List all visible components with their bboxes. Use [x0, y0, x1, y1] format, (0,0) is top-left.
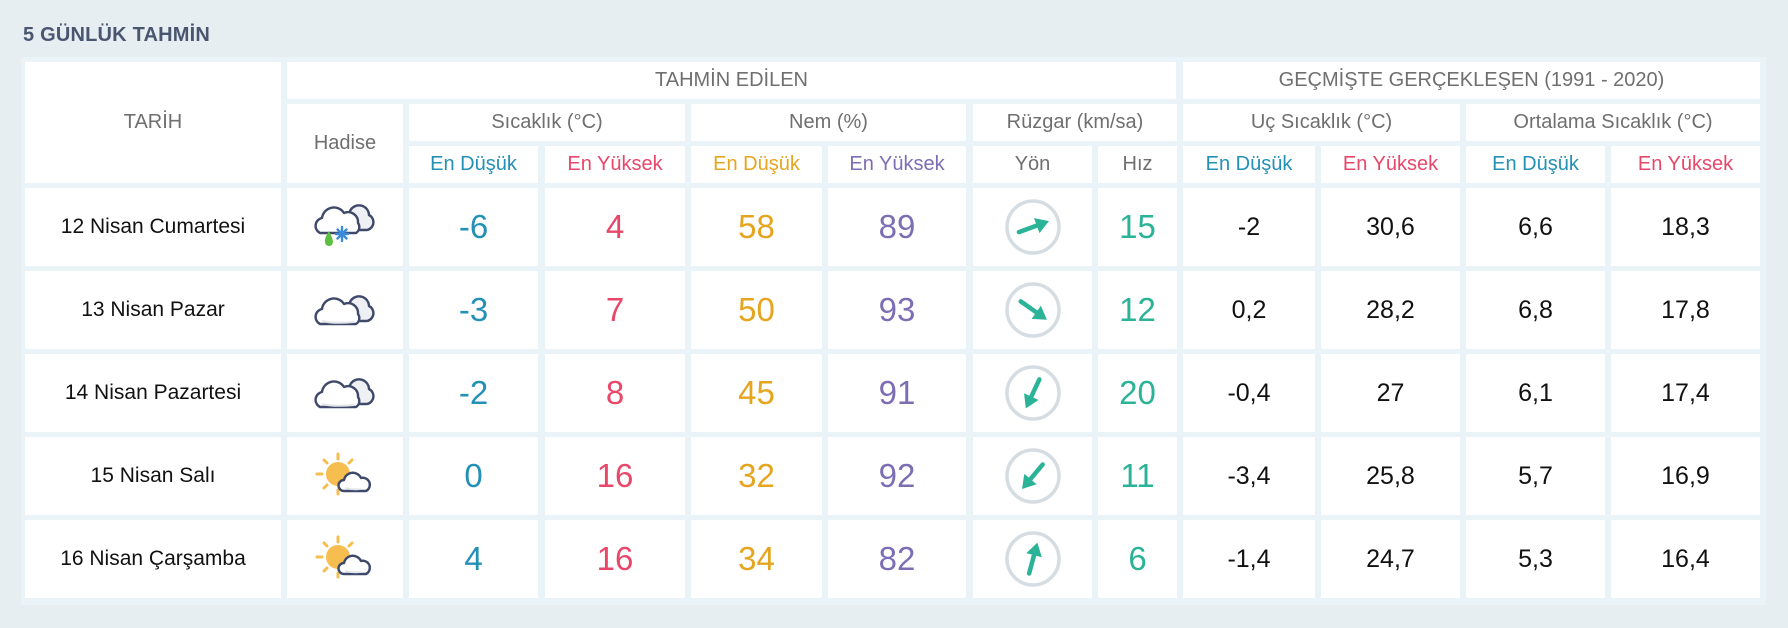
wind-direction-cell: [973, 354, 1092, 432]
cloud-rain-snow-icon: [312, 203, 378, 251]
humidity-low-cell: 34: [691, 520, 822, 598]
event-cell: [287, 188, 403, 266]
extreme-high-cell: 24,7: [1321, 520, 1460, 598]
temp-high-cell: 7: [545, 271, 685, 349]
extreme-low-cell: -2: [1183, 188, 1315, 266]
humidity-high-cell: 93: [828, 271, 966, 349]
average-high-cell: 16,9: [1611, 437, 1760, 515]
event-cell: [287, 437, 403, 515]
header-wind: Rüzgar (km/sa): [973, 104, 1177, 141]
average-high-cell: 18,3: [1611, 188, 1760, 266]
date-cell: 15 Nisan Salı: [25, 437, 281, 515]
header-ext-high: En Yüksek: [1321, 146, 1460, 183]
average-high-cell: 17,4: [1611, 354, 1760, 432]
header-avg-high: En Yüksek: [1611, 146, 1760, 183]
partly-cloudy-icon: [312, 534, 378, 584]
wind-speed-cell: 15: [1098, 188, 1177, 266]
humidity-low-cell: 45: [691, 354, 822, 432]
page-title: 5 GÜNLÜK TAHMİN: [23, 24, 211, 46]
temp-high-cell: 4: [545, 188, 685, 266]
extreme-high-cell: 25,8: [1321, 437, 1460, 515]
partly-cloudy-icon: [312, 451, 378, 501]
temp-high-cell: 16: [545, 437, 685, 515]
temp-low-cell: 0: [409, 437, 538, 515]
wind-direction-cell: [973, 188, 1092, 266]
wind-direction-arrow-icon: [1004, 281, 1062, 339]
header-history-group: GEÇMİŞTE GERÇEKLEŞEN (1991 - 2020): [1183, 62, 1760, 99]
temp-low-cell: -6: [409, 188, 538, 266]
average-high-cell: 17,8: [1611, 271, 1760, 349]
header-extreme-temp: Uç Sıcaklık (°C): [1183, 104, 1460, 141]
average-low-cell: 5,3: [1466, 520, 1605, 598]
wind-direction-arrow-icon: [1004, 198, 1062, 256]
wind-speed-cell: 11: [1098, 437, 1177, 515]
extreme-low-cell: -3,4: [1183, 437, 1315, 515]
temp-high-cell: 16: [545, 520, 685, 598]
cloudy-icon: [312, 290, 378, 330]
wind-direction-cell: [973, 271, 1092, 349]
temp-high-cell: 8: [545, 354, 685, 432]
header-avg-low: En Düşük: [1466, 146, 1605, 183]
header-avg-temp: Ortalama Sıcaklık (°C): [1466, 104, 1760, 141]
wind-speed-cell: 20: [1098, 354, 1177, 432]
temp-low-cell: -2: [409, 354, 538, 432]
extreme-low-cell: -0,4: [1183, 354, 1315, 432]
wind-direction-cell: [973, 437, 1092, 515]
humidity-low-cell: 50: [691, 271, 822, 349]
wind-direction-cell: [973, 520, 1092, 598]
extreme-high-cell: 30,6: [1321, 188, 1460, 266]
humidity-high-cell: 91: [828, 354, 966, 432]
cloudy-icon: [312, 373, 378, 413]
header-temp-low: En Düşük: [409, 146, 538, 183]
date-cell: 16 Nisan Çarşamba: [25, 520, 281, 598]
humidity-high-cell: 82: [828, 520, 966, 598]
wind-direction-arrow-icon: [1004, 447, 1062, 505]
event-cell: [287, 520, 403, 598]
average-low-cell: 6,1: [1466, 354, 1605, 432]
extreme-high-cell: 28,2: [1321, 271, 1460, 349]
extreme-low-cell: 0,2: [1183, 271, 1315, 349]
wind-speed-cell: 12: [1098, 271, 1177, 349]
average-high-cell: 16,4: [1611, 520, 1760, 598]
header-date: TARİH: [25, 62, 281, 183]
header-wind-direction: Yön: [973, 146, 1092, 183]
wind-direction-arrow-icon: [1004, 530, 1062, 588]
date-cell: 14 Nisan Pazartesi: [25, 354, 281, 432]
header-event: Hadise: [287, 104, 403, 183]
header-temp-high: En Yüksek: [545, 146, 685, 183]
event-cell: [287, 354, 403, 432]
header-forecast-group: TAHMİN EDİLEN: [287, 62, 1176, 99]
average-low-cell: 5,7: [1466, 437, 1605, 515]
wind-direction-arrow-icon: [1004, 364, 1062, 422]
forecast-table: TARİH TAHMİN EDİLEN GEÇMİŞTE GERÇEKLEŞEN…: [21, 57, 1766, 605]
header-ext-low: En Düşük: [1183, 146, 1315, 183]
temp-low-cell: 4: [409, 520, 538, 598]
humidity-high-cell: 89: [828, 188, 966, 266]
humidity-high-cell: 92: [828, 437, 966, 515]
header-temperature: Sıcaklık (°C): [409, 104, 685, 141]
date-cell: 13 Nisan Pazar: [25, 271, 281, 349]
average-low-cell: 6,6: [1466, 188, 1605, 266]
header-humidity: Nem (%): [691, 104, 966, 141]
header-hum-high: En Yüksek: [828, 146, 966, 183]
temp-low-cell: -3: [409, 271, 538, 349]
header-hum-low: En Düşük: [691, 146, 822, 183]
humidity-low-cell: 58: [691, 188, 822, 266]
extreme-high-cell: 27: [1321, 354, 1460, 432]
event-cell: [287, 271, 403, 349]
extreme-low-cell: -1,4: [1183, 520, 1315, 598]
header-wind-speed: Hız: [1098, 146, 1177, 183]
wind-speed-cell: 6: [1098, 520, 1177, 598]
humidity-low-cell: 32: [691, 437, 822, 515]
date-cell: 12 Nisan Cumartesi: [25, 188, 281, 266]
average-low-cell: 6,8: [1466, 271, 1605, 349]
